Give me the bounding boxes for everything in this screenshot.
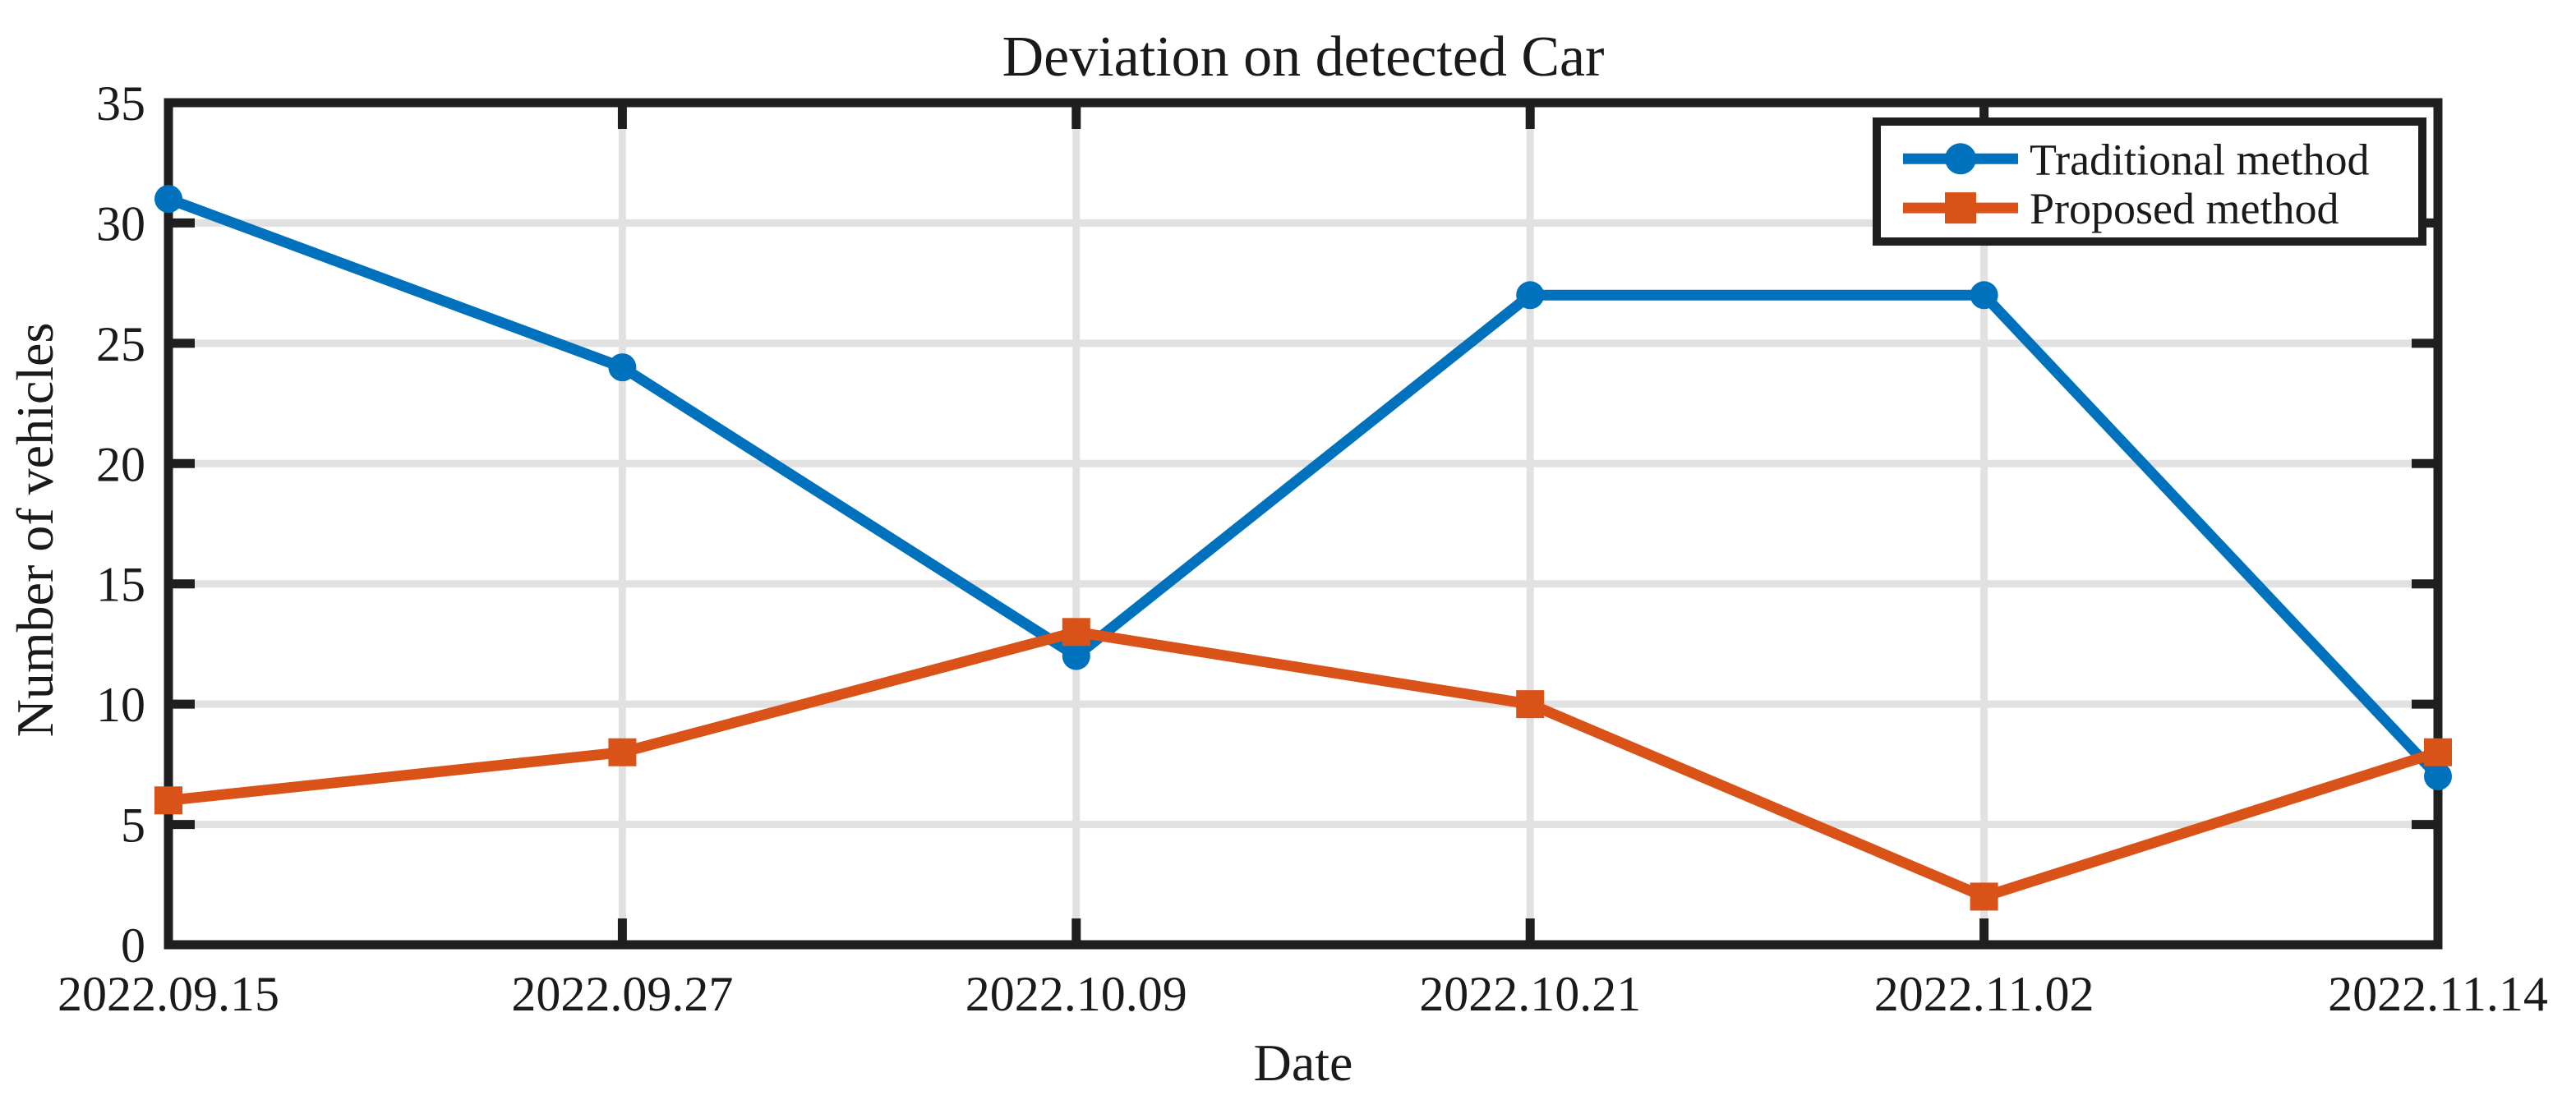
x-tick-label: 2022.11.14 <box>2328 967 2548 1021</box>
marker-circle-traditional-method <box>1970 281 1998 310</box>
series-layer <box>154 185 2452 911</box>
marker-circle-traditional-method <box>608 353 637 382</box>
axes-layer <box>164 98 2443 950</box>
y-tick-label: 25 <box>96 317 145 371</box>
y-tick-label: 15 <box>96 558 145 612</box>
plot-border <box>164 98 2443 950</box>
series-line-proposed-method <box>163 626 2444 902</box>
legend-item-traditional-method: Traditional method <box>1903 135 2370 184</box>
marker-square-proposed-method <box>1516 690 1545 719</box>
x-tick-label: 2022.09.27 <box>511 967 733 1021</box>
legend-label: Traditional method <box>2030 135 2370 184</box>
x-tick-label: 2022.11.02 <box>1874 967 2094 1021</box>
legend-marker-circle <box>1945 143 1976 175</box>
x-tick-label: 2022.10.09 <box>965 967 1187 1021</box>
marker-circle-traditional-method <box>2424 762 2452 790</box>
marker-circle-traditional-method <box>1062 642 1090 670</box>
marker-square-proposed-method <box>608 738 637 766</box>
legend-label: Proposed method <box>2030 184 2339 233</box>
y-tick-label: 20 <box>96 437 145 491</box>
y-tick-label: 10 <box>96 678 145 732</box>
tick-label-layer: 0 5 10 15 20 25 30 35 2022.09.15 2022.09.27 2022.1… <box>58 76 2548 1021</box>
y-axis-label: Number of vehicles <box>6 323 64 738</box>
y-tick-label: 0 <box>121 918 145 973</box>
marker-square-proposed-method <box>1970 882 1998 911</box>
marker-square-proposed-method <box>1062 618 1090 647</box>
marker-circle-traditional-method <box>154 185 182 214</box>
x-tick-label: 2022.09.15 <box>58 967 279 1021</box>
y-tick-label: 35 <box>96 76 145 131</box>
chart-title: Deviation on detected Car <box>1002 25 1605 89</box>
legend-marker-square <box>1945 192 1976 224</box>
x-tick-label: 2022.10.21 <box>1419 967 1641 1021</box>
y-tick-label: 5 <box>121 799 145 853</box>
series-line-traditional-method <box>163 193 2444 782</box>
y-tick-label: 30 <box>96 196 145 251</box>
x-axis-label: Date <box>1254 1033 1353 1092</box>
marker-square-proposed-method <box>2424 738 2452 766</box>
marker-square-proposed-method <box>154 786 182 815</box>
legend-item-proposed-method: Proposed method <box>1903 184 2339 233</box>
marker-circle-traditional-method <box>1516 281 1545 310</box>
